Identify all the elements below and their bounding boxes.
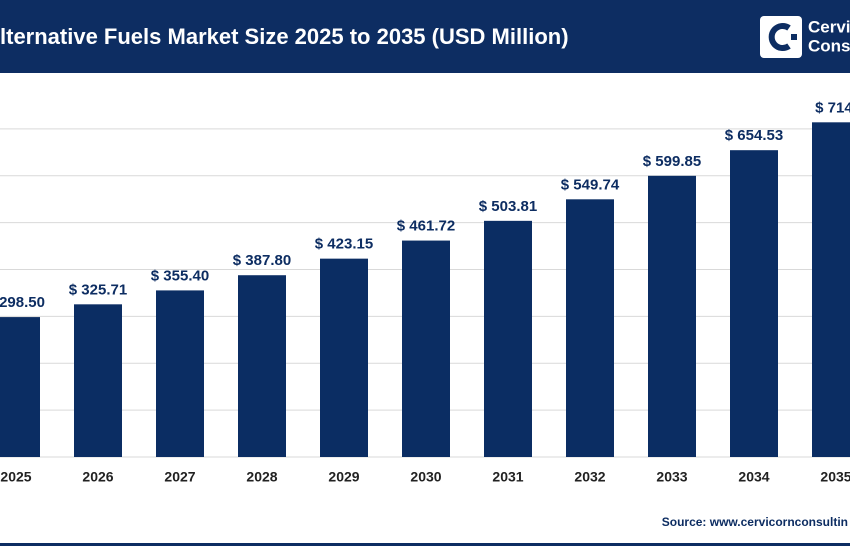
x-tick-label: 2028: [246, 469, 277, 485]
data-label: $ 549.74: [561, 176, 620, 193]
chart-title: lternative Fuels Market Size 2025 to 203…: [0, 24, 569, 49]
bar: [402, 240, 450, 457]
bar: [156, 290, 204, 457]
bar: [74, 304, 122, 457]
x-tick-label: 2032: [574, 469, 605, 485]
data-label: $ 423.15: [315, 236, 373, 253]
data-label: $ 714.: [815, 99, 850, 116]
x-tick-label: 2034: [738, 469, 769, 485]
bar: [812, 122, 850, 457]
x-tick-label: 2027: [164, 469, 195, 485]
header-band: [0, 0, 850, 73]
x-tick-label: 2033: [656, 469, 687, 485]
x-tick-label: 2025: [0, 469, 31, 485]
data-label: $ 503.81: [479, 198, 537, 215]
bar: [730, 150, 778, 457]
bar: [484, 220, 532, 457]
logo-dot: [791, 34, 797, 40]
x-tick-label: 2031: [492, 469, 523, 485]
bar: [238, 275, 286, 457]
data-label: 298.50: [0, 294, 45, 311]
logo-icon: [768, 23, 791, 51]
data-label: $ 599.85: [643, 153, 701, 170]
bar: [566, 199, 614, 457]
logo-text: Cervi: [808, 17, 850, 36]
x-tick-label: 2026: [82, 469, 113, 485]
bar: [648, 175, 696, 457]
x-tick-label: 2030: [410, 469, 441, 485]
data-label: $ 355.40: [151, 267, 209, 284]
data-label: $ 461.72: [397, 218, 455, 235]
x-tick-label: 2029: [328, 469, 359, 485]
source-note: Source: www.cervicornconsultin: [662, 515, 848, 529]
footer-line: [0, 543, 850, 546]
data-label: $ 654.53: [725, 127, 783, 144]
bar: [320, 258, 368, 457]
bar: [0, 317, 40, 457]
data-label: $ 325.71: [69, 281, 127, 298]
logo-text: Consu: [808, 36, 850, 55]
logo-box: [760, 16, 802, 58]
x-tick-label: 2035: [820, 469, 850, 485]
data-label: $ 387.80: [233, 252, 291, 269]
